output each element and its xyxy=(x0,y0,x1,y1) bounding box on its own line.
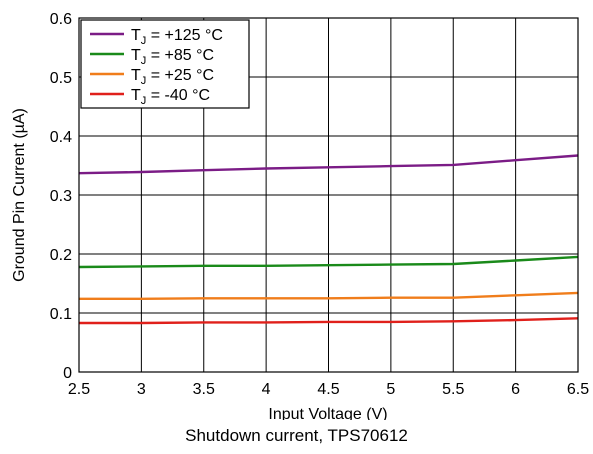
y-tick-label: 0.5 xyxy=(50,70,72,87)
x-tick-label: 5.5 xyxy=(442,381,464,398)
y-axis-label: Ground Pin Current (µA) xyxy=(11,108,28,282)
y-tick-label: 0.3 xyxy=(50,188,72,205)
chart: 2.5 3 3.5 4 4.5 5 5.5 6 6.5 00.10.20.30.40.50.6 … xyxy=(11,11,589,420)
y-tick-label: 0.4 xyxy=(50,129,72,146)
series-line xyxy=(79,317,579,325)
legend-label: TJ = +85 °C xyxy=(131,47,214,67)
series-line xyxy=(78,255,579,269)
y-tick-label: 0.2 xyxy=(50,247,72,264)
x-tick-label: 3.5 xyxy=(193,381,215,398)
legend-label: TJ = -40 °C xyxy=(131,87,210,107)
y-tick-label: 0.6 xyxy=(50,11,72,28)
x-tick-label: 5 xyxy=(386,381,395,398)
legend: TJ = +125 °CTJ = +85 °CTJ = +25 °CTJ = -… xyxy=(80,19,250,109)
x-tick-label: 4.5 xyxy=(317,381,339,398)
y-tick-label: 0 xyxy=(63,365,72,382)
x-tick-label: 3 xyxy=(137,381,146,398)
plot-area-frame xyxy=(78,17,579,373)
series-line xyxy=(79,291,579,300)
y-tick-label: 0.1 xyxy=(50,306,72,323)
figure-caption: Shutdown current, TPS70612 xyxy=(185,426,408,445)
x-axis-label: Input Voltage (V) xyxy=(268,406,387,420)
x-tick-label: 2.5 xyxy=(68,381,90,398)
legend-label: TJ = +125 °C xyxy=(131,27,223,47)
grid-lines xyxy=(78,17,579,373)
x-tick-label: 6.5 xyxy=(567,381,589,398)
series-line xyxy=(78,154,579,175)
y-tick-labels: 0 0.1 0.2 0.3 0.4 0.5 0.6 xyxy=(50,11,72,382)
series-lines xyxy=(78,154,579,325)
x-tick-label: 4 xyxy=(262,381,271,398)
x-tick-labels: 2.5 3 3.5 4 4.5 5 5.5 6 6.5 xyxy=(68,381,589,398)
x-tick-label: 6 xyxy=(511,381,520,398)
legend-label: TJ = +25 °C xyxy=(131,67,214,87)
